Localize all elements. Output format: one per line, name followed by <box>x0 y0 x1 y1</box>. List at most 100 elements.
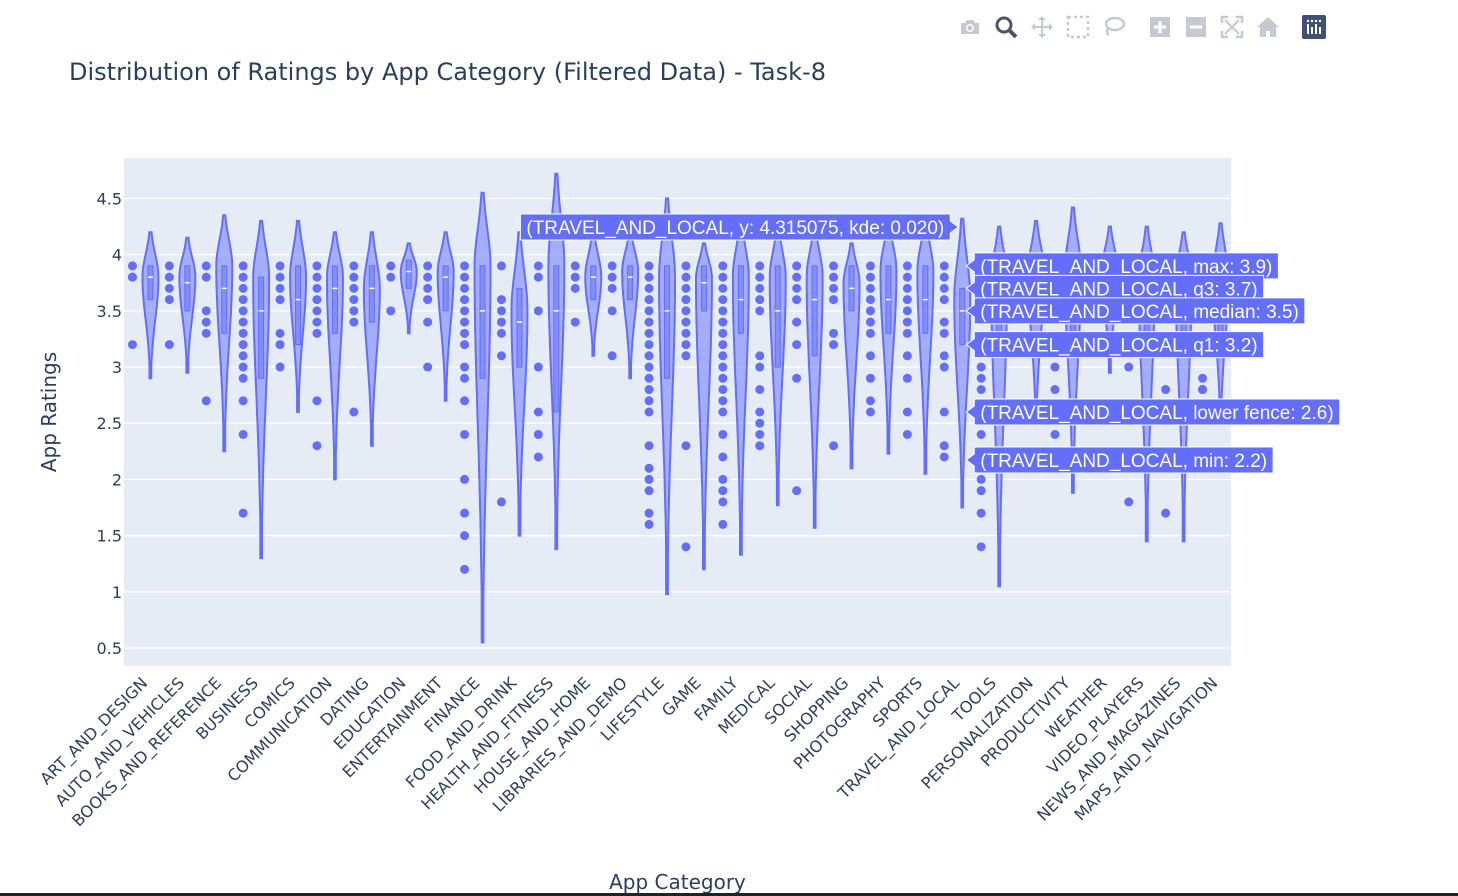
data-point[interactable] <box>644 295 654 305</box>
data-point[interactable] <box>792 486 802 496</box>
data-point[interactable] <box>902 306 912 316</box>
data-point[interactable] <box>644 474 654 484</box>
data-point[interactable] <box>533 362 543 372</box>
data-point[interactable] <box>423 295 433 305</box>
zoom-in-icon[interactable] <box>1142 12 1178 42</box>
data-point[interactable] <box>644 328 654 338</box>
data-point[interactable] <box>570 317 580 327</box>
data-point[interactable] <box>718 261 728 271</box>
data-point[interactable] <box>792 283 802 293</box>
data-point[interactable] <box>829 295 839 305</box>
data-point[interactable] <box>681 351 691 361</box>
data-point[interactable] <box>644 272 654 282</box>
data-point[interactable] <box>755 306 765 316</box>
data-point[interactable] <box>644 396 654 406</box>
violin-shape[interactable] <box>953 217 972 509</box>
data-point[interactable] <box>902 328 912 338</box>
data-point[interactable] <box>902 272 912 282</box>
data-point[interactable] <box>865 272 875 282</box>
data-point[interactable] <box>718 429 728 439</box>
data-point[interactable] <box>976 385 986 395</box>
data-point[interactable] <box>164 261 174 271</box>
data-point[interactable] <box>127 272 137 282</box>
data-point[interactable] <box>681 283 691 293</box>
data-point[interactable] <box>681 295 691 305</box>
data-point[interactable] <box>460 272 470 282</box>
data-point[interactable] <box>312 272 322 282</box>
data-point[interactable] <box>238 396 248 406</box>
data-point[interactable] <box>644 283 654 293</box>
data-point[interactable] <box>718 306 728 316</box>
data-point[interactable] <box>865 351 875 361</box>
data-point[interactable] <box>238 283 248 293</box>
data-point[interactable] <box>718 272 728 282</box>
data-point[interactable] <box>496 328 506 338</box>
data-point[interactable] <box>644 362 654 372</box>
data-point[interactable] <box>386 261 396 271</box>
data-point[interactable] <box>755 295 765 305</box>
data-point[interactable] <box>201 317 211 327</box>
data-point[interactable] <box>865 328 875 338</box>
data-point[interactable] <box>533 261 543 271</box>
data-point[interactable] <box>1124 362 1134 372</box>
data-point[interactable] <box>164 272 174 282</box>
data-point[interactable] <box>460 317 470 327</box>
data-point[interactable] <box>607 283 617 293</box>
data-point[interactable] <box>238 261 248 271</box>
data-point[interactable] <box>201 396 211 406</box>
data-point[interactable] <box>460 295 470 305</box>
data-point[interactable] <box>423 283 433 293</box>
data-point[interactable] <box>201 306 211 316</box>
data-point[interactable] <box>349 295 359 305</box>
data-point[interactable] <box>718 362 728 372</box>
data-point[interactable] <box>238 328 248 338</box>
data-point[interactable] <box>865 306 875 316</box>
data-point[interactable] <box>460 261 470 271</box>
data-point[interactable] <box>755 418 765 428</box>
data-point[interactable] <box>238 429 248 439</box>
data-point[interactable] <box>201 261 211 271</box>
data-point[interactable] <box>164 340 174 350</box>
data-point[interactable] <box>644 385 654 395</box>
data-point[interactable] <box>127 261 137 271</box>
data-point[interactable] <box>164 295 174 305</box>
data-point[interactable] <box>829 283 839 293</box>
data-point[interactable] <box>201 272 211 282</box>
violin-shape[interactable] <box>695 242 713 571</box>
data-point[interactable] <box>644 463 654 473</box>
data-point[interactable] <box>718 283 728 293</box>
data-point[interactable] <box>644 261 654 271</box>
data-point[interactable] <box>681 328 691 338</box>
data-point[interactable] <box>718 474 728 484</box>
data-point[interactable] <box>755 272 765 282</box>
data-point[interactable] <box>644 508 654 518</box>
violin-shape[interactable] <box>252 219 271 560</box>
data-point[interactable] <box>238 362 248 372</box>
data-point[interactable] <box>349 407 359 417</box>
data-point[interactable] <box>829 441 839 451</box>
data-point[interactable] <box>976 429 986 439</box>
data-point[interactable] <box>460 474 470 484</box>
data-point[interactable] <box>976 474 986 484</box>
data-point[interactable] <box>755 362 765 372</box>
data-point[interactable] <box>829 340 839 350</box>
data-point[interactable] <box>312 306 322 316</box>
data-point[interactable] <box>496 317 506 327</box>
data-point[interactable] <box>533 407 543 417</box>
data-point[interactable] <box>976 362 986 372</box>
data-point[interactable] <box>460 429 470 439</box>
data-point[interactable] <box>275 328 285 338</box>
data-point[interactable] <box>312 283 322 293</box>
data-point[interactable] <box>829 272 839 282</box>
data-point[interactable] <box>460 531 470 541</box>
lasso-icon[interactable] <box>1096 12 1132 42</box>
data-point[interactable] <box>718 396 728 406</box>
violin-shape[interactable] <box>473 191 492 644</box>
data-point[interactable] <box>460 564 470 574</box>
data-point[interactable] <box>275 340 285 350</box>
data-point[interactable] <box>792 340 802 350</box>
data-point[interactable] <box>570 261 580 271</box>
data-point[interactable] <box>755 407 765 417</box>
data-point[interactable] <box>644 373 654 383</box>
data-point[interactable] <box>718 328 728 338</box>
